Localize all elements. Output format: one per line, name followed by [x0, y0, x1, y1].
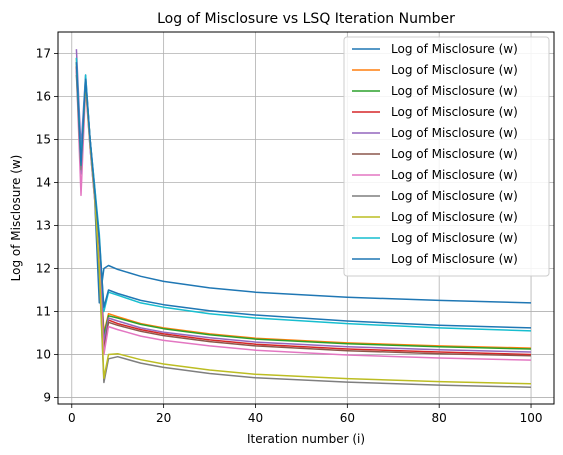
legend-entry: Log of Misclosure (w): [391, 210, 518, 224]
y-tick-label: 11: [36, 305, 51, 319]
x-tick-label: 60: [340, 411, 355, 425]
legend-entry: Log of Misclosure (w): [391, 252, 518, 266]
legend-entry: Log of Misclosure (w): [391, 231, 518, 245]
y-tick-label: 17: [36, 47, 51, 61]
axis-ticks: 0 20 40 60 80 100 9 10 11 12 13 14 15 16 17: [36, 47, 543, 425]
chart-title: Log of Misclosure vs LSQ Iteration Numbe…: [157, 11, 455, 27]
legend-entry: Log of Misclosure (w): [391, 63, 518, 77]
series-lines: [75, 49, 532, 388]
legend-box: [343, 36, 550, 277]
x-tick-label: 40: [248, 411, 263, 425]
plot-frame: [57, 31, 555, 405]
legend-entry: Log of Misclosure (w): [391, 126, 518, 140]
y-tick-label: 15: [36, 133, 51, 147]
x-tick-label: 100: [520, 411, 543, 425]
legend: Log of Misclosure (w) Log of Misclosure (…: [343, 36, 550, 277]
y-tick-label: 16: [36, 90, 51, 104]
y-tick-label: 10: [36, 348, 51, 362]
legend-entry: Log of Misclosure (w): [391, 84, 518, 98]
y-tick-label: 14: [36, 176, 51, 190]
x-axis-label: Iteration number (i): [247, 432, 365, 446]
x-tick-label: 80: [432, 411, 447, 425]
legend-entry: Log of Misclosure (w): [391, 189, 518, 203]
x-tick-label: 20: [156, 411, 171, 425]
legend-entry: Log of Misclosure (w): [391, 105, 518, 119]
y-tick-label: 9: [43, 391, 51, 405]
y-tick-label: 12: [36, 262, 51, 276]
series-line-11: [75, 62, 532, 329]
y-tick-label: 13: [36, 219, 51, 233]
legend-entry: Log of Misclosure (w): [391, 147, 518, 161]
legend-entry: Log of Misclosure (w): [391, 168, 518, 182]
x-tick-label: 0: [68, 411, 76, 425]
y-axis-label: Log of Misclosure (w): [9, 155, 23, 282]
legend-entry: Log of Misclosure (w): [391, 42, 518, 56]
